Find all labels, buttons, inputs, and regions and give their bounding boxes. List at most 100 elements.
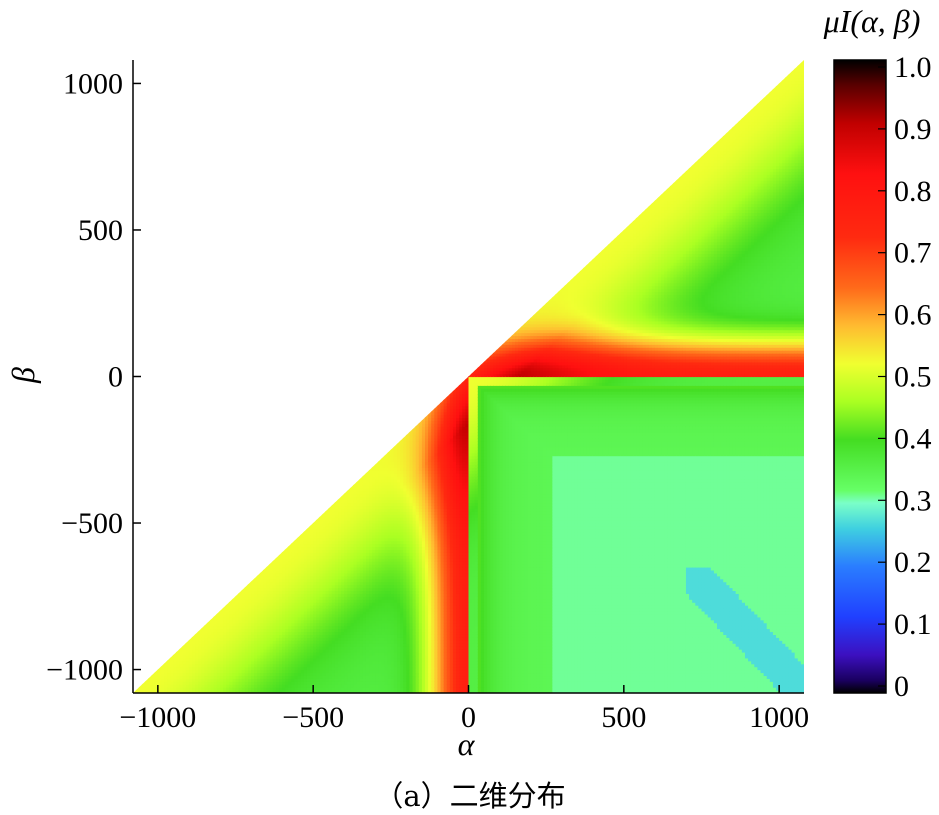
- heatmap-cell: [182, 672, 187, 677]
- heatmap-cell: [176, 654, 181, 659]
- heatmap-cell: [204, 637, 209, 641]
- heatmap-cell: [179, 649, 184, 653]
- heatmap-cell: [226, 613, 230, 618]
- heatmap-cell: [251, 681, 255, 685]
- heatmap-cell: [241, 619, 246, 624]
- heatmap-cell: [173, 654, 178, 659]
- heatmap-cell: [229, 663, 234, 668]
- heatmap-cell: [238, 628, 243, 633]
- heatmap-cell: [185, 646, 190, 650]
- heatmap-cell: [216, 634, 221, 638]
- heatmap-cell: [213, 622, 218, 627]
- heatmap-cell: [210, 651, 215, 656]
- heatmap-cell: [254, 602, 258, 606]
- heatmap-cell: [232, 660, 237, 665]
- heatmap-cell: [204, 654, 209, 659]
- heatmap-cell: [226, 616, 230, 621]
- heatmap-cell: [235, 651, 240, 656]
- heatmap-cell: [210, 690, 215, 693]
- heatmap-cell: [238, 590, 243, 594]
- heatmap-cell: [238, 625, 243, 630]
- heatmap-cell: [204, 657, 209, 662]
- heatmap-cell: [185, 660, 190, 665]
- heatmap-cell: [201, 672, 206, 677]
- heatmap-cell: [247, 634, 252, 638]
- heatmap-cell: [232, 654, 237, 659]
- heatmap-cell: [160, 672, 165, 677]
- heatmap-cell: [238, 681, 243, 685]
- heatmap-cell: [170, 690, 174, 693]
- heatmap-cell: [241, 675, 246, 679]
- heatmap-cell: [241, 687, 246, 691]
- heatmap-cell: [226, 660, 230, 665]
- heatmap-cell: [244, 610, 249, 615]
- heatmap-cell: [254, 678, 258, 682]
- heatmap-cell: [176, 657, 181, 662]
- heatmap-cell: [210, 654, 215, 659]
- heatmap-cell: [247, 602, 252, 606]
- heatmap-cell: [232, 657, 237, 662]
- heatmap-cell: [201, 625, 206, 630]
- heatmap-cell: [244, 646, 249, 650]
- heatmap-cell: [185, 657, 190, 662]
- heatmap-cell: [207, 646, 212, 650]
- heatmap-cell: [210, 619, 215, 624]
- heatmap-cell: [238, 605, 243, 609]
- heatmap-cell: [238, 663, 243, 668]
- heatmap-cell: [232, 625, 237, 630]
- heatmap-cell: [210, 660, 215, 665]
- heatmap-cell: [145, 681, 150, 685]
- heatmap-cell: [182, 654, 187, 659]
- heatmap-cell: [160, 684, 165, 688]
- heatmap-cell: [188, 637, 193, 641]
- heatmap-cell: [251, 596, 255, 600]
- heatmap-cell: [238, 687, 243, 691]
- heatmap-cell: [170, 681, 174, 685]
- heatmap-cell: [167, 675, 171, 679]
- heatmap-cell: [254, 675, 258, 679]
- heatmap-cell: [210, 687, 215, 691]
- heatmap-cell: [182, 649, 187, 653]
- heatmap-cell: [210, 631, 215, 635]
- heatmap-cell: [229, 654, 234, 659]
- heatmap-cell: [204, 684, 209, 688]
- heatmap-cell: [210, 681, 215, 685]
- heatmap-cell: [254, 625, 258, 630]
- heatmap-cell: [244, 660, 249, 665]
- heatmap-cell: [241, 587, 246, 592]
- heatmap-cell: [254, 684, 258, 688]
- heatmap-cell: [241, 605, 246, 609]
- heatmap-cell: [232, 678, 237, 682]
- heatmap-cell: [207, 628, 212, 633]
- heatmap-cell: [223, 687, 227, 691]
- heatmap-cell: [213, 628, 218, 633]
- heatmap-cell: [235, 690, 240, 693]
- heatmap-cell: [204, 625, 209, 630]
- heatmap-cell: [188, 678, 193, 682]
- heatmap-cell: [167, 678, 171, 682]
- heatmap-cell: [226, 669, 230, 674]
- heatmap-cell: [247, 587, 252, 592]
- heatmap-cell: [238, 602, 243, 606]
- heatmap-cell: [210, 643, 215, 647]
- heatmap-cell: [238, 654, 243, 659]
- heatmap-cell: [160, 681, 165, 685]
- heatmap-cell: [235, 625, 240, 630]
- heatmap-cell: [247, 596, 252, 600]
- heatmap-cell: [195, 631, 199, 635]
- heatmap-cell: [251, 590, 255, 594]
- heatmap-cell: [164, 678, 168, 682]
- heatmap-cell: [207, 675, 212, 679]
- heatmap-cell: [201, 678, 206, 682]
- heatmap-cell: [241, 663, 246, 668]
- heatmap-cell: [219, 669, 224, 674]
- heatmap-cell: [223, 649, 227, 653]
- heatmap-cell: [219, 651, 224, 656]
- heatmap-cell: [207, 681, 212, 685]
- heatmap-cell: [179, 669, 184, 674]
- heatmap-cell: [219, 687, 224, 691]
- heatmap-cell: [251, 599, 255, 603]
- heatmap-cell: [229, 634, 234, 638]
- heatmap-cell: [188, 663, 193, 668]
- heatmap-cell: [157, 666, 162, 671]
